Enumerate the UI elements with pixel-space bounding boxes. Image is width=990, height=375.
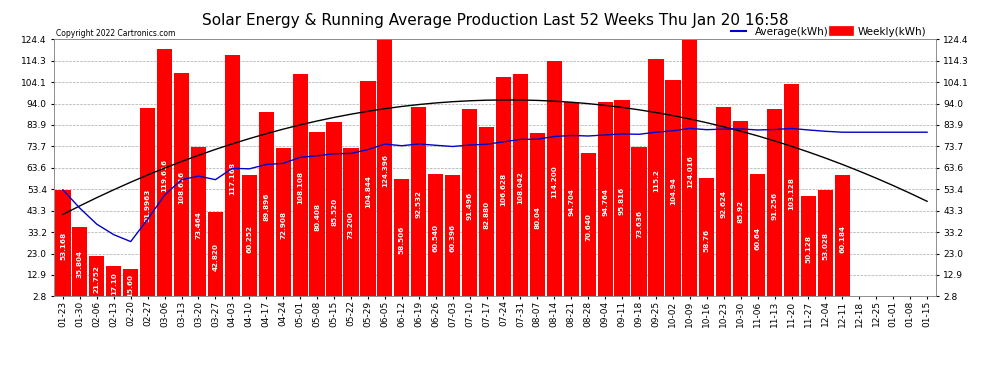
- Bar: [411, 107, 427, 302]
- Text: 60.64: 60.64: [754, 226, 760, 250]
- Bar: [563, 102, 579, 302]
- Bar: [208, 212, 223, 302]
- Text: 106.628: 106.628: [501, 173, 507, 206]
- Bar: [733, 121, 748, 302]
- Bar: [615, 100, 630, 302]
- Text: 17.10: 17.10: [111, 273, 117, 296]
- Text: Copyright 2022 Cartronics.com: Copyright 2022 Cartronics.com: [56, 29, 175, 38]
- Bar: [292, 74, 308, 302]
- Text: 21.752: 21.752: [94, 265, 100, 293]
- Text: 108.108: 108.108: [297, 171, 303, 204]
- Bar: [89, 256, 104, 302]
- Bar: [784, 84, 799, 302]
- Bar: [716, 106, 732, 302]
- Text: 73.200: 73.200: [347, 211, 354, 239]
- Text: 85.520: 85.520: [331, 198, 337, 226]
- Text: 73.636: 73.636: [636, 210, 643, 238]
- Text: 60.396: 60.396: [449, 224, 455, 252]
- Text: 91.496: 91.496: [466, 192, 472, 220]
- Bar: [377, 39, 392, 302]
- Text: 15.60: 15.60: [128, 274, 134, 297]
- Text: 119.616: 119.616: [161, 159, 167, 192]
- Bar: [750, 174, 765, 302]
- Text: Solar Energy & Running Average Production Last 52 Weeks Thu Jan 20 16:58: Solar Energy & Running Average Productio…: [202, 13, 788, 28]
- Bar: [428, 174, 444, 302]
- Text: 60.252: 60.252: [247, 225, 252, 252]
- Text: 89.896: 89.896: [263, 193, 269, 221]
- Bar: [530, 133, 544, 302]
- Text: 35.804: 35.804: [77, 251, 83, 278]
- Bar: [801, 196, 816, 302]
- Text: 92.624: 92.624: [721, 190, 727, 218]
- Text: 58.506: 58.506: [399, 226, 405, 255]
- Bar: [55, 190, 70, 302]
- Bar: [394, 178, 410, 302]
- Text: 53.168: 53.168: [60, 232, 66, 260]
- Text: 103.128: 103.128: [788, 177, 795, 210]
- Text: 114.200: 114.200: [551, 165, 557, 198]
- Bar: [665, 81, 680, 302]
- Bar: [598, 102, 613, 302]
- Bar: [580, 153, 596, 302]
- Bar: [275, 148, 291, 302]
- Bar: [699, 178, 715, 302]
- Text: 104.844: 104.844: [365, 175, 371, 208]
- Text: 73.464: 73.464: [195, 211, 202, 238]
- Bar: [835, 175, 850, 302]
- Text: 60.540: 60.540: [433, 224, 439, 252]
- Text: 91.256: 91.256: [771, 192, 777, 220]
- Text: 42.820: 42.820: [213, 243, 219, 271]
- Bar: [140, 108, 155, 302]
- Bar: [72, 226, 87, 302]
- Text: 124.396: 124.396: [382, 154, 388, 187]
- Text: 117.168: 117.168: [230, 162, 236, 195]
- Bar: [446, 175, 460, 302]
- Bar: [818, 190, 833, 302]
- Text: 85.92: 85.92: [738, 200, 743, 223]
- Bar: [546, 61, 562, 302]
- Text: 80.408: 80.408: [314, 203, 320, 231]
- Bar: [225, 55, 240, 302]
- Text: 82.880: 82.880: [483, 201, 489, 229]
- Text: 94.764: 94.764: [602, 188, 608, 216]
- Bar: [157, 50, 172, 302]
- Bar: [191, 147, 206, 302]
- Text: 94.704: 94.704: [568, 188, 574, 216]
- Text: 108.616: 108.616: [178, 171, 184, 204]
- Text: 50.128: 50.128: [806, 235, 812, 263]
- Bar: [767, 110, 782, 302]
- Text: 124.016: 124.016: [687, 155, 693, 188]
- Bar: [682, 40, 698, 302]
- Bar: [123, 269, 139, 302]
- Text: 91.9963: 91.9963: [145, 188, 150, 222]
- Text: 104.94: 104.94: [670, 177, 676, 205]
- Bar: [258, 112, 274, 302]
- Text: 80.04: 80.04: [535, 206, 541, 229]
- Bar: [632, 147, 646, 302]
- Bar: [648, 59, 663, 302]
- Text: 95.816: 95.816: [619, 187, 625, 215]
- Text: 92.532: 92.532: [416, 190, 422, 218]
- Text: 115.2: 115.2: [653, 169, 659, 192]
- Bar: [462, 109, 477, 302]
- Bar: [513, 74, 528, 302]
- Bar: [360, 81, 375, 302]
- Text: 108.042: 108.042: [518, 172, 524, 204]
- Bar: [310, 132, 325, 302]
- Bar: [496, 77, 511, 302]
- Text: 60.184: 60.184: [840, 225, 845, 253]
- Bar: [174, 73, 189, 302]
- Text: 58.76: 58.76: [704, 228, 710, 252]
- Text: 70.640: 70.640: [585, 214, 591, 242]
- Bar: [344, 147, 358, 302]
- Legend: Average(kWh), Weekly(kWh): Average(kWh), Weekly(kWh): [727, 23, 931, 41]
- Text: 72.908: 72.908: [280, 211, 286, 239]
- Text: 53.028: 53.028: [823, 232, 829, 260]
- Bar: [327, 122, 342, 302]
- Bar: [479, 127, 494, 302]
- Bar: [242, 175, 257, 302]
- Bar: [106, 266, 122, 302]
